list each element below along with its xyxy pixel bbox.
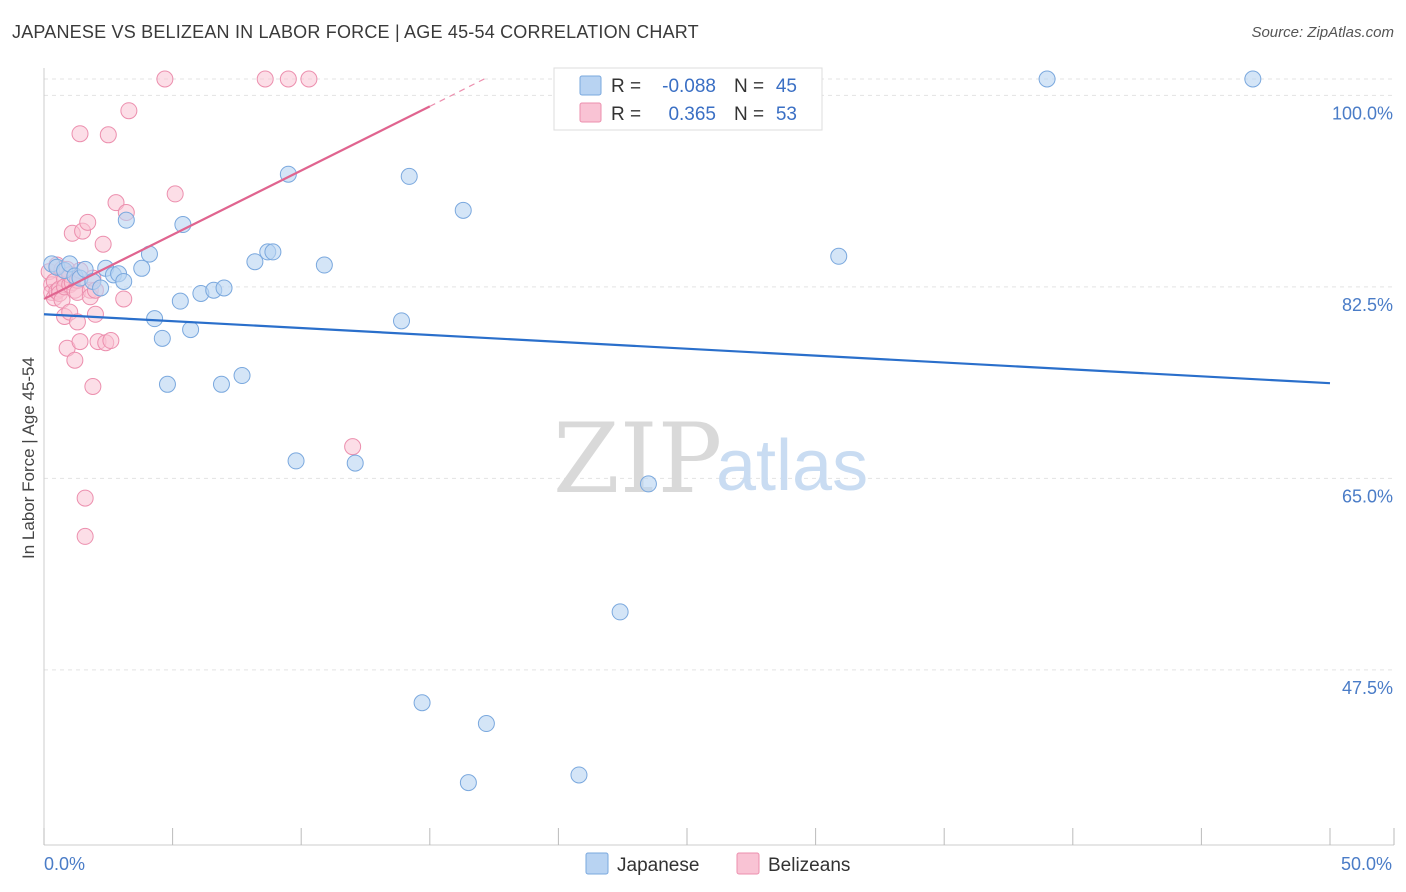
source-credit: Source: ZipAtlas.com [1251, 24, 1394, 41]
legend-r-value-belizeans: 0.365 [668, 104, 716, 125]
japanese-point [454, 201, 472, 219]
japanese-point [92, 279, 110, 297]
legend-r-label-japanese: R = [611, 76, 641, 97]
belizean-point [344, 438, 362, 456]
belizean-point [300, 70, 318, 88]
watermark-atlas: atlas [716, 426, 868, 506]
japanese-point [115, 272, 133, 290]
series-belizeans-points [40, 70, 362, 545]
y-tick-label: 65.0% [1342, 486, 1393, 506]
belizean-trend-extension [429, 77, 487, 107]
watermark: ZIP atlas [553, 403, 868, 515]
japanese-point [393, 312, 411, 330]
y-axis-tick-labels: 47.5% 65.0% 82.5% 100.0% [1332, 103, 1393, 698]
japanese-point [830, 247, 848, 265]
japanese-point [158, 375, 176, 393]
belizean-point [84, 377, 102, 395]
belizean-point [76, 489, 94, 507]
japanese-point [233, 367, 251, 385]
y-axis-label: In Labor Force | Age 45-54 [19, 357, 38, 559]
japanese-point [459, 774, 477, 792]
japanese-point [215, 279, 233, 297]
belizean-point [86, 305, 104, 323]
japanese-point [315, 256, 333, 274]
x-tick-label-max: 50.0% [1341, 854, 1392, 874]
belizean-point [115, 290, 133, 308]
legend-r-label-belizeans: R = [611, 104, 641, 125]
legend-n-value-belizeans: 53 [776, 104, 797, 125]
japanese-point [400, 167, 418, 185]
belizean-point [120, 102, 138, 120]
japanese-point [153, 329, 171, 347]
series-japanese-points [43, 70, 1262, 792]
belizean-point [71, 125, 89, 143]
axes [43, 68, 1394, 846]
japanese-point [477, 715, 495, 733]
bottom-legend-label-belizeans: Belizeans [768, 855, 850, 876]
y-tick-label: 100.0% [1332, 103, 1393, 123]
japanese-point [639, 475, 657, 493]
japanese-point [287, 452, 305, 470]
bottom-legend-label-japanese: Japanese [617, 855, 699, 876]
japanese-point [212, 375, 230, 393]
japanese-point [413, 694, 431, 712]
belizean-point [71, 333, 89, 351]
belizean-trend-line [43, 105, 431, 300]
japanese-point [264, 243, 282, 261]
legend-n-label-japanese: N = [734, 76, 764, 97]
belizean-point [156, 70, 174, 88]
watermark-zip: ZIP [553, 403, 722, 515]
japanese-trend-line [43, 313, 1331, 385]
series-legend: Japanese Belizeans [585, 852, 850, 876]
x-axis-ticks [43, 828, 1395, 845]
japanese-point [182, 321, 200, 339]
belizean-point [279, 70, 297, 88]
bottom-legend-swatch-japanese [585, 852, 609, 875]
legend-n-label-belizeans: N = [734, 104, 764, 125]
belizean-point [107, 194, 125, 212]
japanese-point [146, 310, 164, 328]
x-tick-label-min: 0.0% [44, 854, 85, 874]
belizean-point [66, 351, 84, 369]
chart-title: JAPANESE VS BELIZEAN IN LABOR FORCE | AG… [12, 22, 699, 42]
belizean-point [166, 185, 184, 203]
legend-swatch-belizeans [579, 102, 602, 123]
y-tick-label: 47.5% [1342, 678, 1393, 698]
legend-n-value-japanese: 45 [776, 76, 797, 97]
y-tick-label: 82.5% [1342, 295, 1393, 315]
japanese-point [1038, 70, 1056, 88]
belizean-point [79, 213, 97, 231]
japanese-point [346, 454, 364, 472]
belizean-point [68, 313, 86, 331]
japanese-point [117, 211, 135, 229]
legend-r-value-japanese: -0.088 [662, 76, 716, 97]
stats-legend: R = -0.088 N = 45 R = 0.365 N = 53 [553, 67, 823, 131]
legend-swatch-japanese [579, 75, 602, 96]
japanese-point [611, 603, 629, 621]
japanese-point [1244, 70, 1262, 88]
trend-lines [43, 77, 1331, 385]
belizean-point [256, 70, 274, 88]
japanese-point [133, 259, 151, 277]
bottom-legend-swatch-belizeans [736, 852, 760, 875]
belizean-point [102, 332, 120, 350]
belizean-point [94, 235, 112, 253]
belizean-point [99, 126, 117, 144]
japanese-point [570, 766, 588, 784]
belizean-point [76, 527, 94, 545]
japanese-point [171, 292, 189, 310]
japanese-point [246, 253, 264, 271]
